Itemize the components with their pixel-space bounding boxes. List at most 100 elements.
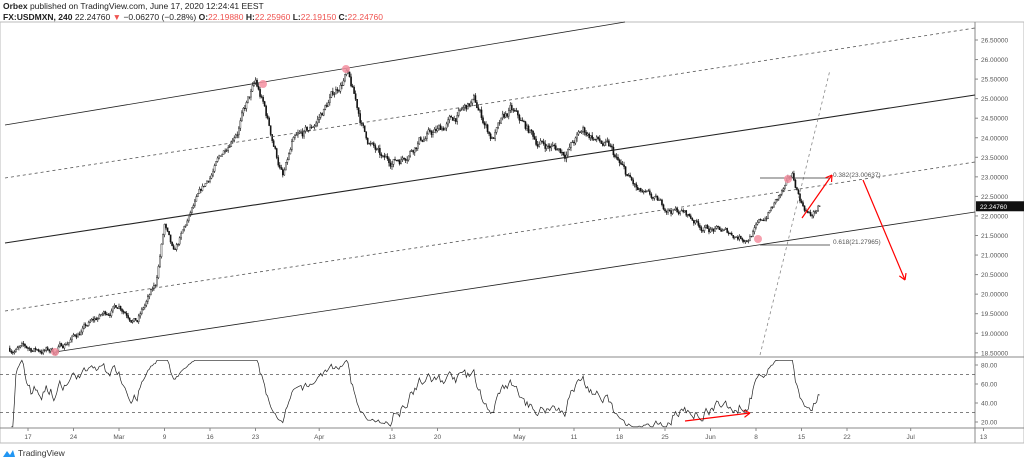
candle-body xyxy=(234,134,237,138)
candle-body xyxy=(178,237,181,245)
candle-body xyxy=(92,318,95,321)
candle-body xyxy=(506,113,509,117)
candle-body xyxy=(670,210,672,214)
candle-body xyxy=(140,308,143,314)
candle-body xyxy=(303,130,305,137)
candle-body xyxy=(451,117,454,121)
candle-body xyxy=(162,234,164,245)
close-label: C: xyxy=(338,12,348,22)
x-tick-label: 16 xyxy=(206,434,214,441)
candle-body xyxy=(368,143,371,145)
candle-body xyxy=(548,145,551,149)
rsi-divergence-arrow-head xyxy=(744,412,751,418)
candle-body xyxy=(585,132,587,136)
candle-body xyxy=(282,169,284,176)
symbol-name[interactable]: FX:USDMXN, 240 xyxy=(3,12,73,22)
candle-body xyxy=(203,185,205,187)
candle-body xyxy=(99,314,102,316)
candle-body xyxy=(154,284,157,286)
channel-top-line xyxy=(4,21,626,126)
candle-body xyxy=(395,159,398,161)
candle-body xyxy=(83,324,85,329)
candle-body xyxy=(288,153,290,160)
x-tick-label: 18 xyxy=(616,434,624,441)
candle-body xyxy=(316,119,319,124)
candle-body xyxy=(153,285,155,290)
candle-body xyxy=(629,174,631,178)
candle-body xyxy=(71,335,73,341)
candle-body xyxy=(727,232,730,234)
tradingview-logo[interactable]: TradingView xyxy=(3,448,65,458)
candle-body xyxy=(526,125,528,129)
candle-body xyxy=(547,145,550,147)
candle-body xyxy=(219,155,222,157)
candle-body xyxy=(589,135,592,138)
down-arrow-annotation-head xyxy=(904,272,907,281)
candle-body xyxy=(350,76,352,87)
candle-body xyxy=(638,188,641,191)
candle-body xyxy=(758,219,760,223)
candle-body xyxy=(416,143,419,149)
candle-body xyxy=(477,107,480,111)
candle-body xyxy=(59,343,61,348)
candle-body xyxy=(738,235,741,240)
candle-body xyxy=(605,140,607,143)
candle-body xyxy=(588,133,590,138)
candle-body xyxy=(257,86,260,90)
candle-body xyxy=(312,126,314,128)
candle-body xyxy=(682,210,684,213)
candle-body xyxy=(116,307,119,309)
candle-body xyxy=(759,219,762,221)
candle-body xyxy=(474,95,477,103)
x-tick-label: Mar xyxy=(113,434,125,441)
candle-body xyxy=(426,133,428,139)
candle-body xyxy=(40,351,43,354)
candle-body xyxy=(729,233,732,234)
candle-body xyxy=(115,305,117,308)
candle-body xyxy=(291,141,293,150)
candle-body xyxy=(222,150,225,155)
candle-body xyxy=(128,317,131,321)
candle-body xyxy=(251,85,254,92)
last-price: 22.24760 xyxy=(74,12,111,22)
candle-body xyxy=(156,277,158,286)
candle-body xyxy=(357,107,360,114)
candle-body xyxy=(268,117,270,126)
candle-body xyxy=(765,218,768,220)
candle-body xyxy=(720,229,722,232)
candle-body xyxy=(746,240,748,242)
candle-body xyxy=(762,219,765,221)
candle-body xyxy=(699,225,701,228)
candle-body xyxy=(562,151,565,156)
candle-body xyxy=(492,137,495,139)
candle-body xyxy=(289,149,292,155)
candle-body xyxy=(81,327,84,333)
candle-body xyxy=(69,339,72,343)
candle-body xyxy=(166,227,169,232)
candle-body xyxy=(439,125,442,130)
candle-body xyxy=(365,131,368,139)
candle-body xyxy=(409,151,412,157)
candle-body xyxy=(600,140,603,144)
candle-body xyxy=(363,125,366,132)
candle-body xyxy=(93,318,96,321)
y-tick-label: 20.00000 xyxy=(981,292,1008,299)
x-tick-label: 13 xyxy=(980,434,988,441)
candle-body xyxy=(476,102,478,109)
candle-body xyxy=(556,149,559,151)
candle-body xyxy=(394,159,396,161)
candle-body xyxy=(139,313,142,317)
y-tick-label: 22.50000 xyxy=(981,194,1008,201)
candle-body xyxy=(379,148,381,155)
rsi-line xyxy=(11,359,820,428)
candle-body xyxy=(694,220,697,224)
candle-body xyxy=(773,202,775,208)
candle-body xyxy=(215,161,217,166)
candles xyxy=(8,68,821,356)
candle-body xyxy=(325,105,328,107)
candle-body xyxy=(509,105,512,111)
candle-body xyxy=(602,143,604,146)
candle-body xyxy=(130,320,132,323)
candle-body xyxy=(723,229,725,231)
